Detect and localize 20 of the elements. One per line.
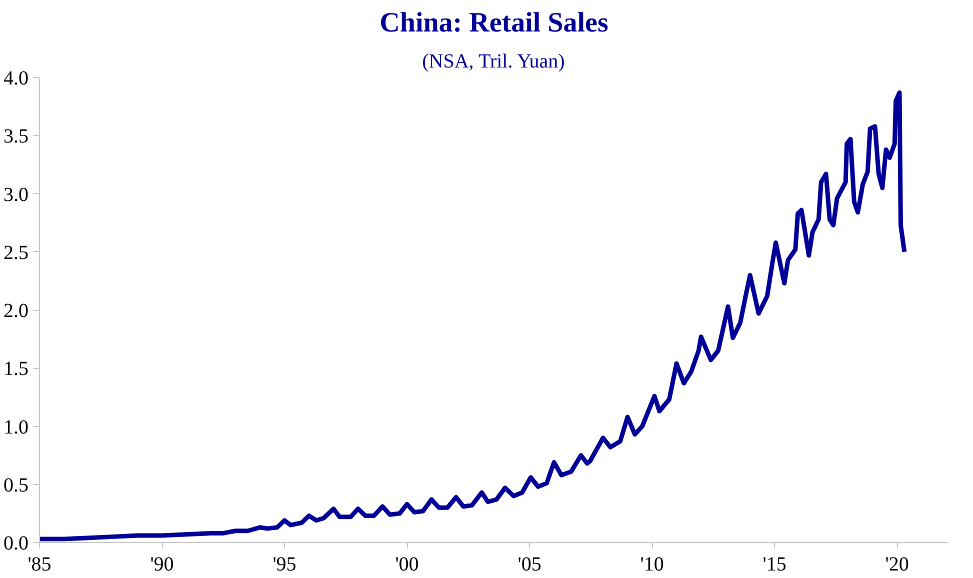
- chart-title: China: Retail Sales: [380, 8, 608, 38]
- x-tick-label: '00: [395, 554, 419, 576]
- x-tick-label: '15: [762, 554, 786, 576]
- y-tick-label: 1.5: [4, 358, 28, 380]
- y-tick-label: 1.0: [4, 416, 28, 438]
- y-tick-label: 0.5: [4, 474, 28, 496]
- x-tick-label: '90: [150, 554, 174, 576]
- x-tick-label: '85: [28, 554, 52, 576]
- y-tick-label: 3.5: [4, 126, 28, 148]
- line-series: [40, 90, 907, 542]
- x-tick-label: '10: [640, 554, 664, 576]
- y-tick-label: 4.0: [4, 68, 28, 90]
- y-tick-label: 2.0: [4, 300, 28, 322]
- y-tick-label: 2.5: [4, 242, 28, 264]
- x-tick-label: '05: [518, 554, 542, 576]
- y-tick-label: 0.0: [4, 532, 28, 554]
- chart-subtitle: (NSA, Tril. Yuan): [422, 50, 565, 72]
- y-tick-label: 3.0: [4, 184, 28, 206]
- x-tick-label: '95: [272, 554, 296, 576]
- x-tick-label: '20: [885, 554, 909, 576]
